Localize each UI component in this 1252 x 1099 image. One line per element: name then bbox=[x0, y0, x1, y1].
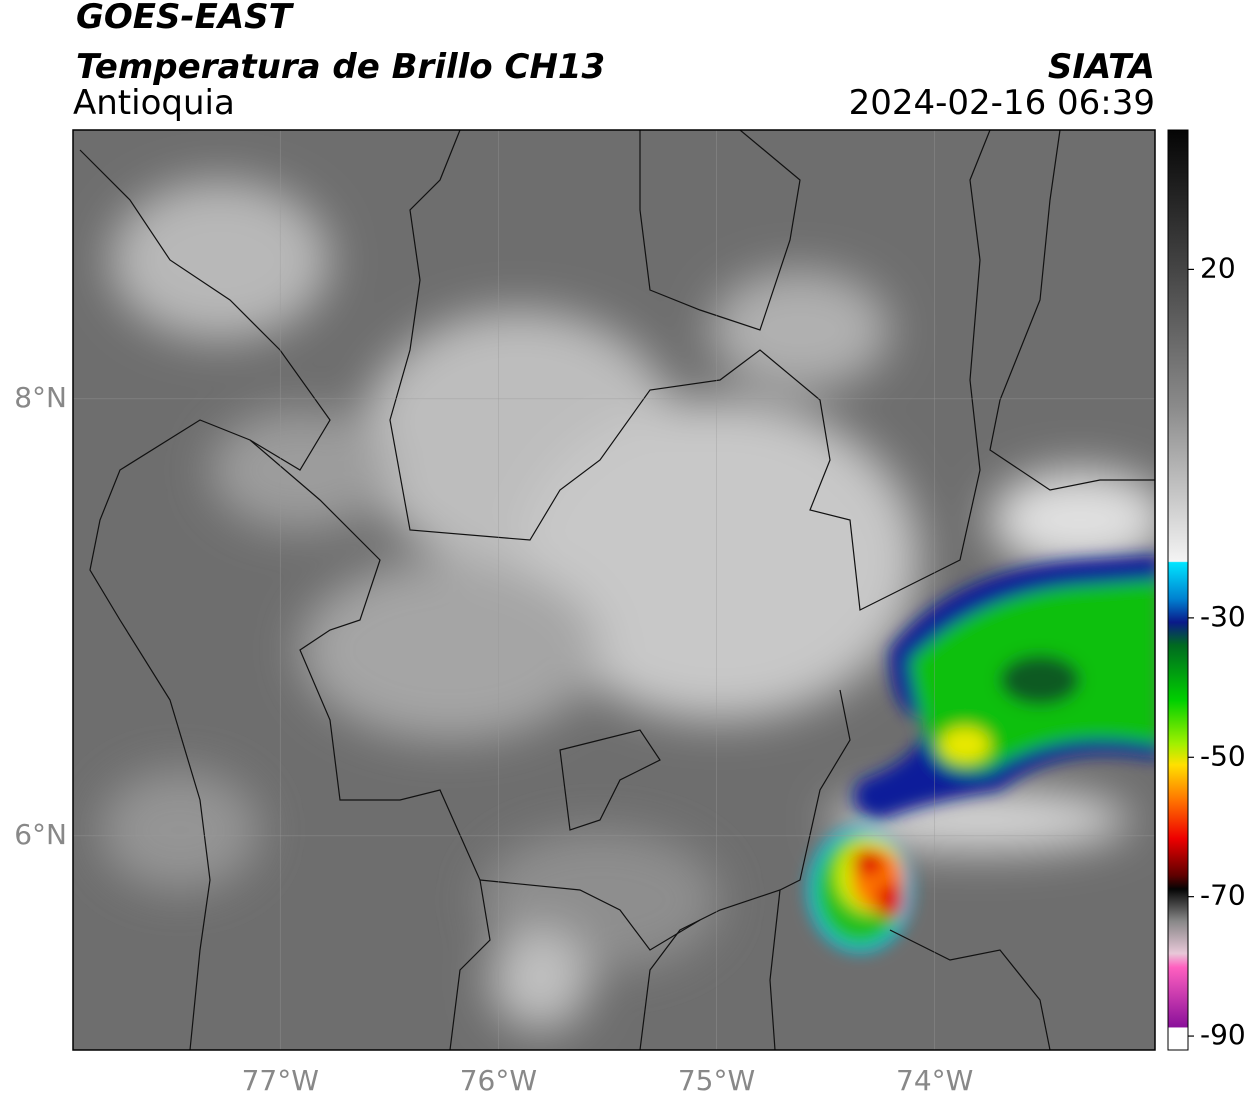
satellite-image bbox=[73, 130, 1155, 1050]
colorbar-tick-label: -90 bbox=[1200, 1018, 1246, 1051]
datetime: 2024-02-16 06:39 bbox=[849, 83, 1155, 123]
y-tick-label: 8°N bbox=[14, 381, 67, 414]
x-tick-label: 75°W bbox=[678, 1064, 755, 1097]
subtitle: Temperatura de Brillo CH13 bbox=[76, 47, 605, 87]
region: Antioquia bbox=[73, 83, 235, 123]
colorbar-tick-label: -70 bbox=[1200, 879, 1246, 912]
colorbar-tick-label: 20 bbox=[1200, 251, 1236, 284]
colorbar bbox=[1167, 129, 1189, 1051]
x-tick-label: 74°W bbox=[896, 1064, 973, 1097]
graticule bbox=[73, 130, 1155, 1050]
title: GOES-EAST bbox=[76, 0, 295, 37]
colorbar-tick-label: -50 bbox=[1200, 739, 1246, 772]
x-tick-label: 76°W bbox=[460, 1064, 537, 1097]
colorbar-tick-label: -30 bbox=[1200, 600, 1246, 633]
source: SIATA bbox=[1048, 47, 1155, 87]
storm-cells bbox=[808, 555, 1155, 952]
x-tick-label: 77°W bbox=[242, 1064, 319, 1097]
y-tick-label: 6°N bbox=[14, 818, 67, 851]
map-frame bbox=[72, 129, 1156, 1051]
boundaries bbox=[79, 130, 1155, 1050]
clouds bbox=[100, 180, 1155, 1030]
